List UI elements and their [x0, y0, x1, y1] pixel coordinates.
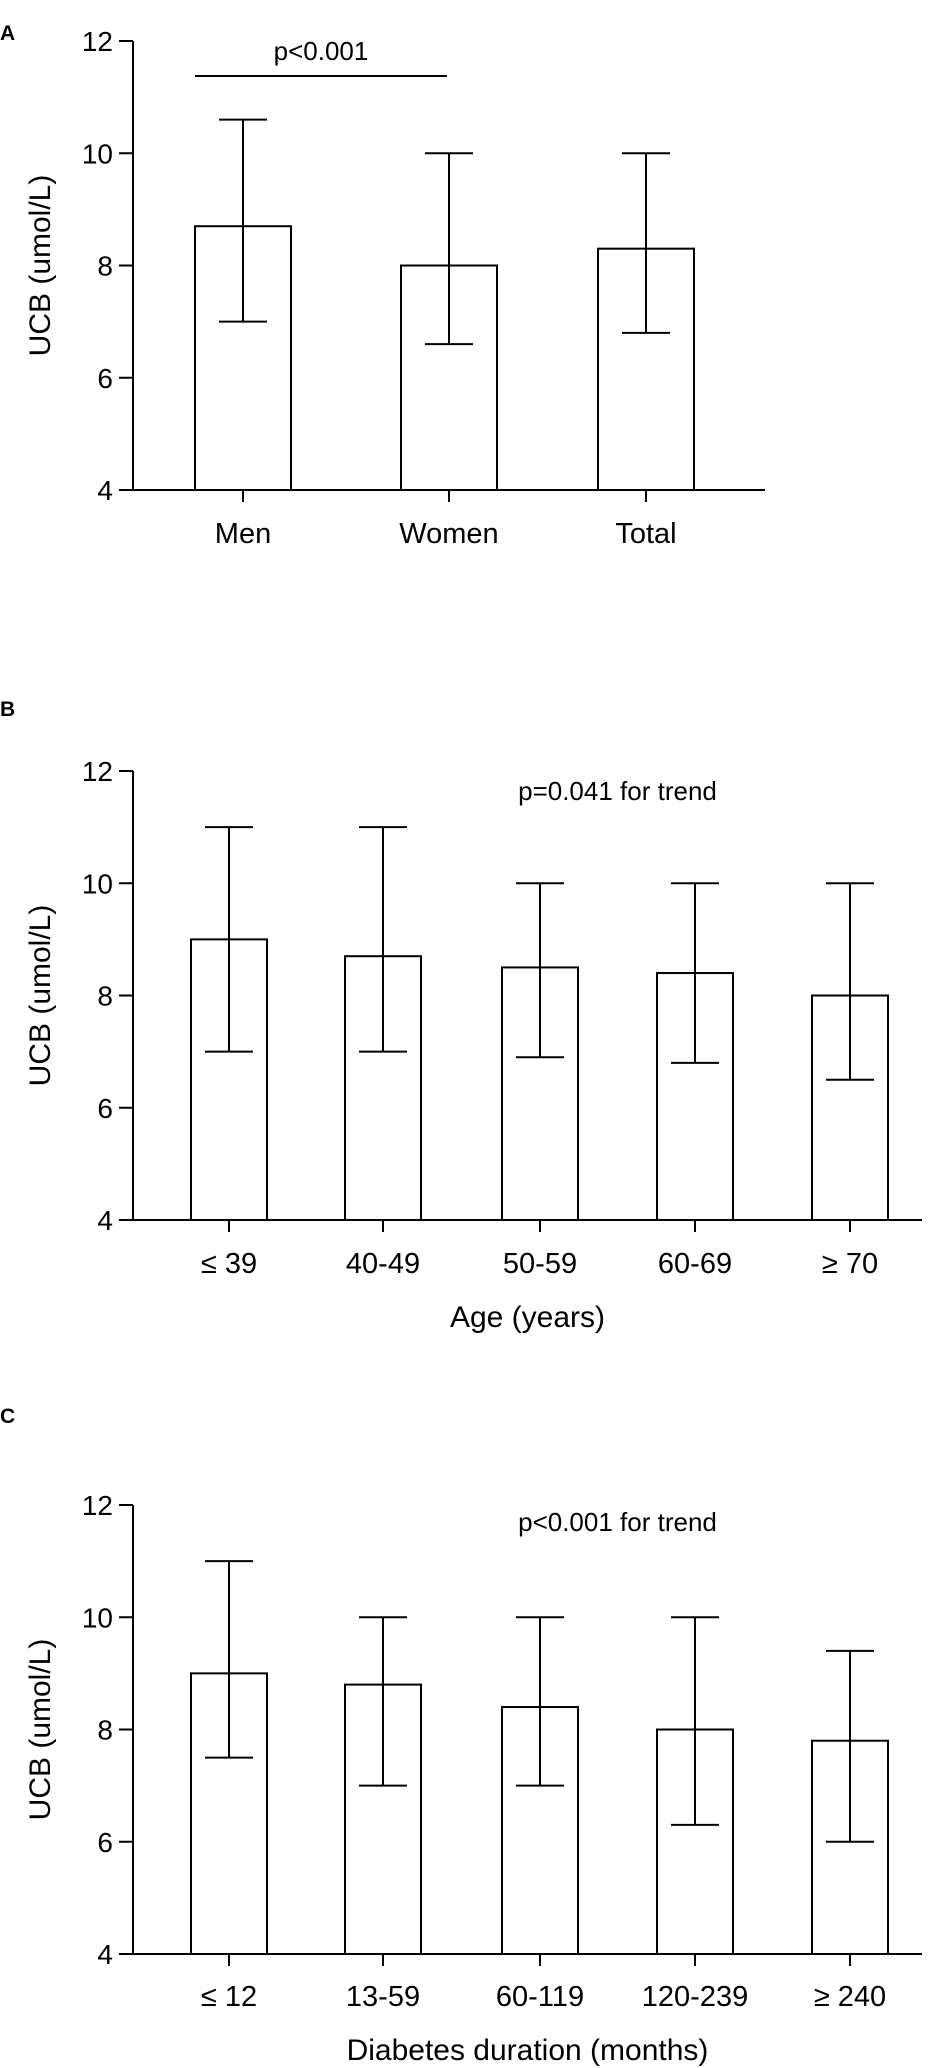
y-tick-label: 8 — [97, 981, 113, 1012]
y-tick-label: 12 — [82, 756, 113, 787]
category-label: Men — [215, 518, 271, 550]
y-tick-label: 6 — [97, 1827, 113, 1858]
significance-annotation: p<0.001 — [274, 36, 369, 66]
y-tick-label: 6 — [97, 363, 113, 394]
y-tick-label: 10 — [82, 138, 113, 169]
bar — [501, 966, 579, 1221]
y-axis-title: UCB (umol/L) — [24, 175, 57, 357]
y-tick-label: 8 — [97, 1715, 113, 1746]
significance-annotation: p=0.041 for trend — [518, 776, 717, 806]
category-label: 40-49 — [346, 1248, 420, 1280]
y-tick-label: 4 — [97, 1205, 113, 1236]
category-label: 50-59 — [503, 1248, 577, 1280]
category-label: Total — [615, 518, 676, 550]
y-tick-label: 10 — [82, 1602, 113, 1633]
y-axis-title: UCB (umol/L) — [24, 905, 57, 1087]
y-tick-label: 4 — [97, 475, 113, 506]
x-axis-title: Age (years) — [450, 1301, 605, 1334]
y-tick-label: 6 — [97, 1093, 113, 1124]
category-label: ≥ 70 — [822, 1248, 878, 1280]
y-axis-title: UCB (umol/L) — [24, 1639, 57, 1821]
significance-annotation: p<0.001 for trend — [518, 1507, 717, 1537]
y-tick-label: 8 — [97, 251, 113, 282]
y-tick-label: 4 — [97, 1939, 113, 1970]
y-tick-label: 12 — [82, 26, 113, 57]
category-label: 60-69 — [658, 1248, 732, 1280]
chart-panel-c: C 4 6 8 10 12 UCB (umol/L) ≤ 12 13-59 60-119 120-2… — [0, 1405, 922, 2067]
category-label: 13-59 — [346, 1981, 420, 2013]
y-tick-label: 10 — [82, 868, 113, 899]
chart-panel-a: A 4 6 8 10 12 UCB (umol/L) Men Women Total p<0.001 — [0, 22, 765, 550]
chart-panel-b: B 4 6 8 10 12 UCB (umol/L) ≤ 39 40-49 50-59 60-69 ≥… — [0, 698, 922, 1334]
panel-label: C — [0, 1405, 15, 1428]
category-label: ≥ 240 — [814, 1981, 886, 2013]
category-label: 60-119 — [496, 1981, 584, 2013]
category-label: Women — [399, 518, 498, 550]
panel-label: A — [0, 22, 15, 45]
category-label: ≤ 12 — [201, 1981, 257, 2013]
category-label: 120-239 — [642, 1981, 748, 2013]
category-label: ≤ 39 — [201, 1248, 257, 1280]
panel-label: B — [0, 698, 15, 721]
y-tick-label: 12 — [82, 1490, 113, 1521]
x-axis-title: Diabetes duration (months) — [347, 2034, 709, 2067]
